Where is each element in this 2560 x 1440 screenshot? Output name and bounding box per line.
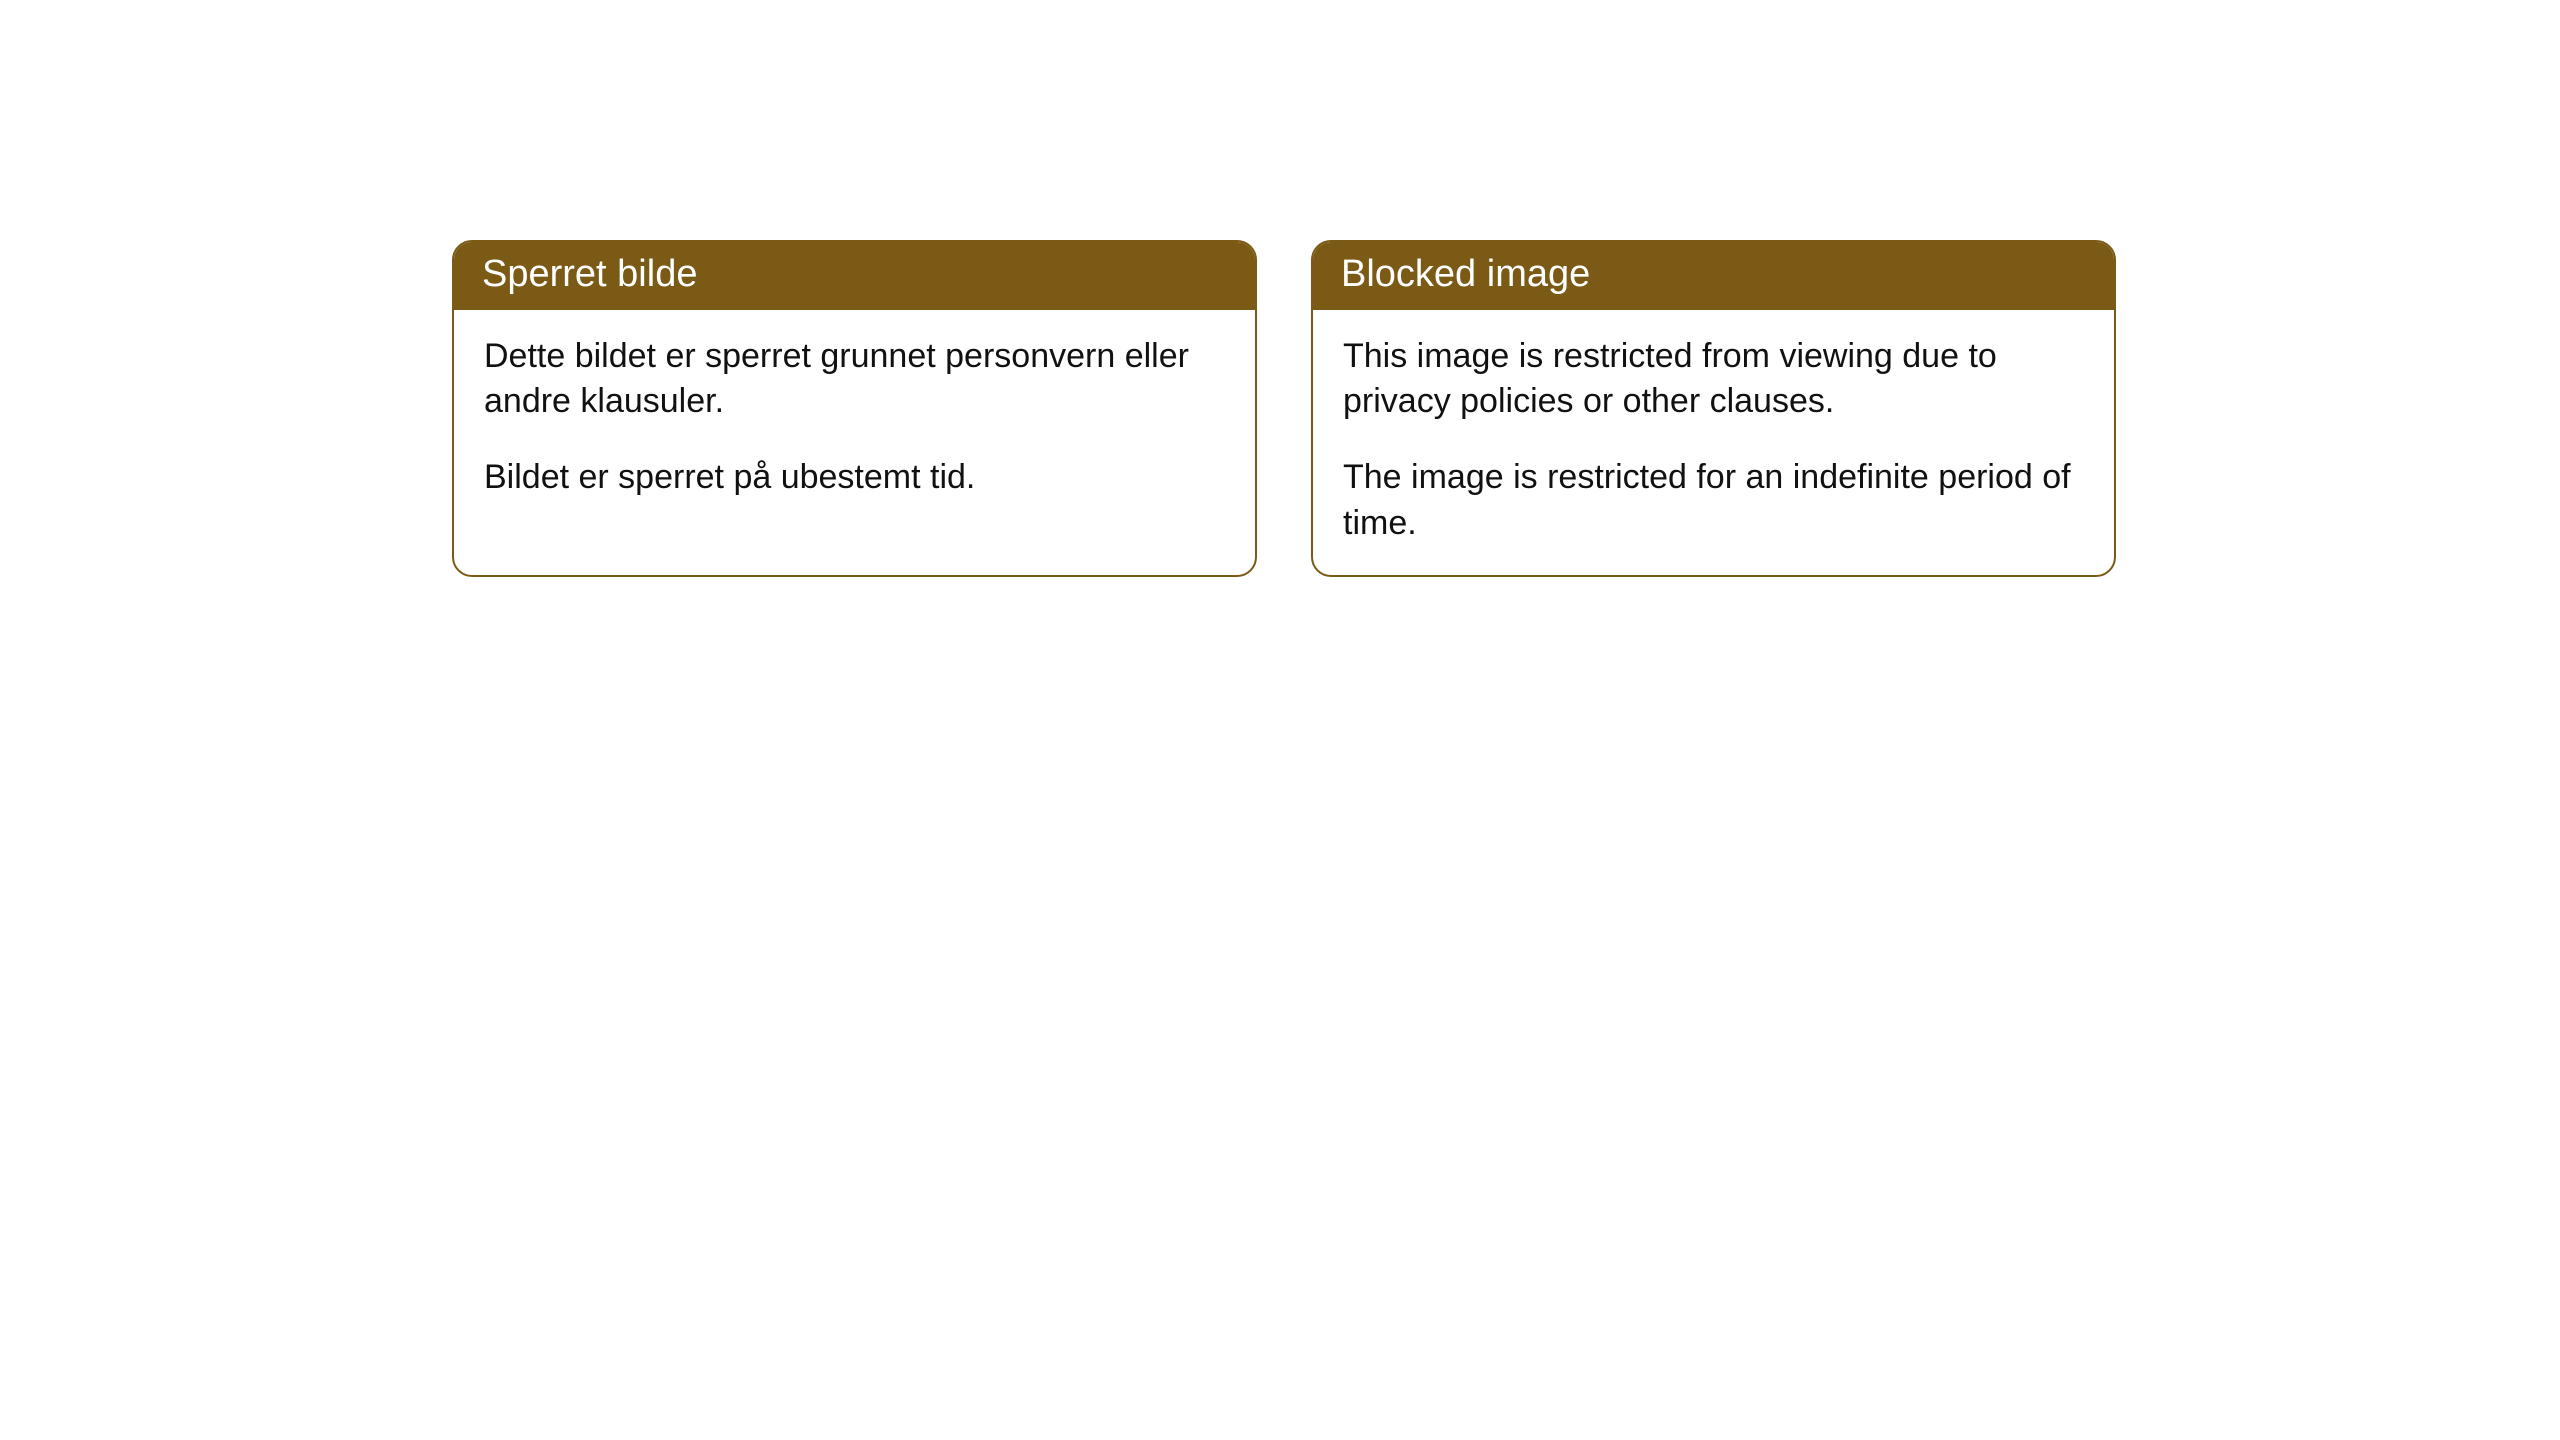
card-header: Blocked image xyxy=(1313,242,2114,310)
card-paragraph: The image is restricted for an indefinit… xyxy=(1343,455,2084,547)
card-title: Sperret bilde xyxy=(482,253,697,295)
card-paragraph: Dette bildet er sperret grunnet personve… xyxy=(484,334,1225,426)
card-body: Dette bildet er sperret grunnet personve… xyxy=(454,310,1255,542)
card-title: Blocked image xyxy=(1341,253,1590,295)
notice-card-english: Blocked image This image is restricted f… xyxy=(1311,240,2116,577)
card-header: Sperret bilde xyxy=(454,242,1255,310)
card-paragraph: This image is restricted from viewing du… xyxy=(1343,334,2084,426)
card-paragraph: Bildet er sperret på ubestemt tid. xyxy=(484,455,1225,501)
card-body: This image is restricted from viewing du… xyxy=(1313,310,2114,576)
notice-card-norwegian: Sperret bilde Dette bildet er sperret gr… xyxy=(452,240,1257,577)
notice-cards-container: Sperret bilde Dette bildet er sperret gr… xyxy=(452,240,2116,577)
